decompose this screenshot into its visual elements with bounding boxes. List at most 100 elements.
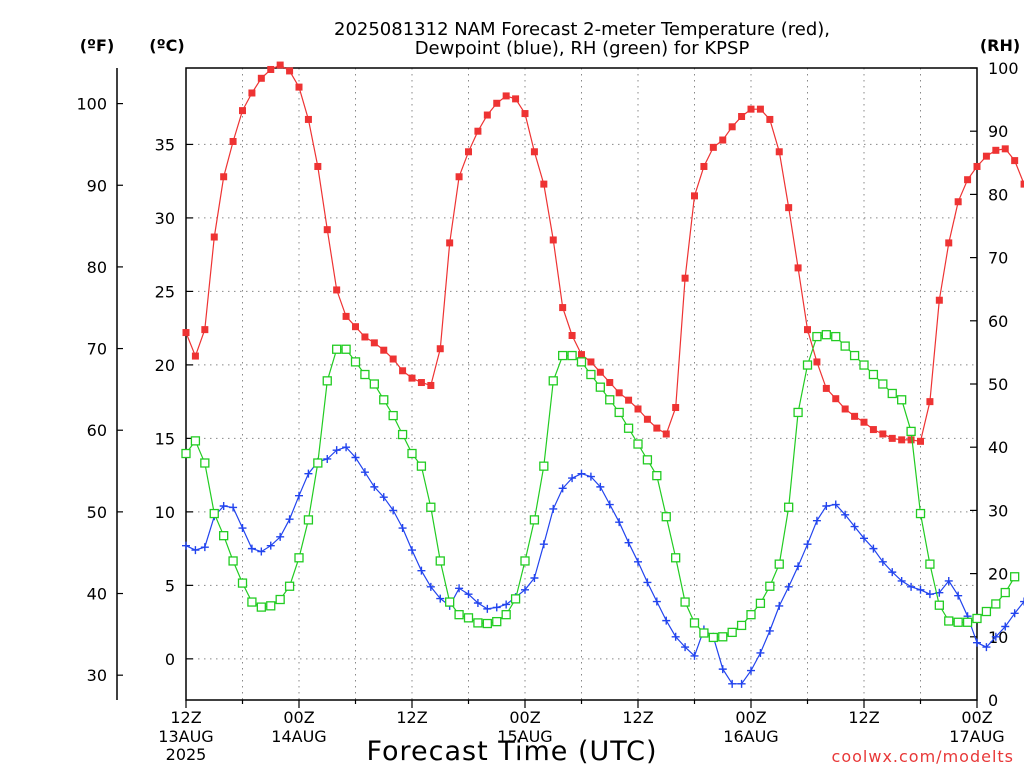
rh-point-88 — [1010, 572, 1020, 582]
f-tick-label-100: 100 — [76, 95, 107, 114]
rh-point-59 — [736, 620, 747, 631]
rh-point-81 — [944, 616, 954, 626]
temp-point-16 — [333, 286, 341, 294]
tick-labels: 3040506070809010005101520253035010203040… — [76, 59, 1018, 764]
rh-point-70 — [840, 341, 850, 351]
temp-point-78 — [917, 437, 924, 445]
temp-point-6 — [239, 107, 246, 115]
temp-point-71 — [851, 412, 859, 420]
rh-tick-label-100: 100 — [988, 59, 1019, 78]
dewpoint-point-17 — [342, 443, 351, 452]
rh-point-34 — [501, 610, 511, 620]
dewpoint-point-79 — [925, 590, 934, 599]
rh-point-50 — [652, 470, 662, 481]
temp-point-40 — [559, 304, 567, 312]
dewpoint-point-11 — [285, 515, 294, 524]
temp-point-44 — [596, 368, 604, 376]
c-tick-label-35: 35 — [155, 135, 175, 154]
temp-point-19 — [361, 333, 369, 341]
rh-tick-label-30: 30 — [988, 501, 1008, 520]
temp-point-0 — [182, 329, 190, 337]
rh-point-18 — [350, 357, 361, 367]
rh-point-78 — [915, 508, 926, 519]
x-tick-label-60: 00Z — [735, 708, 766, 727]
temp-point-50 — [653, 424, 661, 432]
temp-point-15 — [323, 226, 331, 234]
dewpoint-point-4 — [219, 501, 228, 510]
rh-point-56 — [708, 632, 718, 643]
rh-point-11 — [284, 581, 295, 591]
x-tick-date-0: 13AUG — [158, 727, 213, 746]
rh-point-66 — [802, 360, 813, 370]
rh-point-79 — [925, 559, 935, 569]
temp-point-7 — [248, 89, 256, 97]
dewpoint-point-10 — [276, 532, 285, 541]
temp-point-5 — [229, 137, 237, 145]
temp-point-20 — [370, 339, 378, 347]
rh-unit-label: (RH) — [980, 36, 1020, 55]
x-tick-label-36: 00Z — [509, 708, 540, 727]
temp-point-80 — [935, 296, 943, 304]
temp-point-9 — [267, 65, 275, 73]
dewpoint-point-78 — [916, 585, 925, 594]
rh-point-32 — [482, 618, 492, 629]
rh-point-51 — [661, 512, 671, 522]
rh-point-31 — [473, 618, 483, 628]
temp-point-46 — [615, 389, 623, 397]
x-tick-date-36: 15AUG — [497, 727, 552, 746]
rh-point-74 — [878, 379, 888, 389]
temp-point-36 — [521, 110, 529, 118]
temp-point-88 — [1011, 157, 1019, 165]
temp-point-1 — [191, 352, 199, 360]
rh-point-37 — [529, 515, 540, 525]
dewpoint-point-76 — [897, 576, 906, 585]
rh-point-71 — [849, 350, 860, 361]
dewpoint-point-29 — [455, 584, 464, 593]
dewpoint-point-82 — [954, 591, 963, 600]
dewpoint-point-65 — [794, 562, 803, 571]
rh-point-83 — [962, 617, 973, 627]
dewpoint-point-46 — [615, 518, 624, 527]
rh-tick-label-60: 60 — [988, 312, 1008, 331]
temp-point-63 — [775, 148, 783, 156]
x-tick-label-24: 12Z — [396, 708, 427, 727]
x-tick-date-60: 16AUG — [723, 727, 778, 746]
dewpoint-point-63 — [775, 601, 784, 610]
temp-point-69 — [832, 395, 840, 403]
dewpoint-point-6 — [238, 524, 247, 533]
temp-point-86 — [992, 146, 1000, 154]
x-tick-label-0: 12Z — [170, 708, 201, 727]
temp-point-35 — [512, 95, 520, 103]
rh-point-64 — [784, 502, 794, 512]
rh-point-55 — [699, 628, 709, 638]
temp-point-33 — [493, 99, 501, 107]
dewpoint-point-66 — [803, 540, 812, 549]
dewpoint-point-32 — [483, 604, 492, 613]
dewpoint-point-70 — [841, 510, 850, 519]
temp-point-8 — [257, 74, 265, 82]
dewpoint-point-57 — [718, 665, 727, 674]
dewpoint-point-24 — [408, 546, 416, 555]
temp-point-84 — [973, 162, 981, 170]
x-tick-label-72: 12Z — [848, 708, 879, 727]
rh-point-39 — [548, 376, 558, 386]
celsius-unit-label: (ºC) — [149, 36, 184, 55]
rh-point-4 — [219, 531, 229, 541]
dewpoint-point-42 — [577, 469, 586, 478]
rh-point-6 — [237, 578, 248, 588]
f-tick-label-60: 60 — [87, 421, 107, 440]
temp-point-72 — [860, 418, 868, 426]
credit-text: coolwx.com/modelts — [832, 747, 1014, 766]
rh-point-85 — [981, 606, 992, 617]
c-tick-label-5: 5 — [165, 576, 175, 595]
dewpoint-point-2 — [200, 543, 209, 552]
rh-point-87 — [1000, 587, 1010, 598]
dewpoint-point-22 — [389, 506, 398, 515]
temp-point-73 — [869, 426, 877, 434]
rh-point-27 — [435, 556, 445, 566]
rh-point-53 — [680, 597, 690, 607]
temp-point-89 — [1020, 180, 1024, 188]
dewpoint-point-5 — [229, 503, 238, 512]
temp-point-55 — [700, 162, 708, 170]
